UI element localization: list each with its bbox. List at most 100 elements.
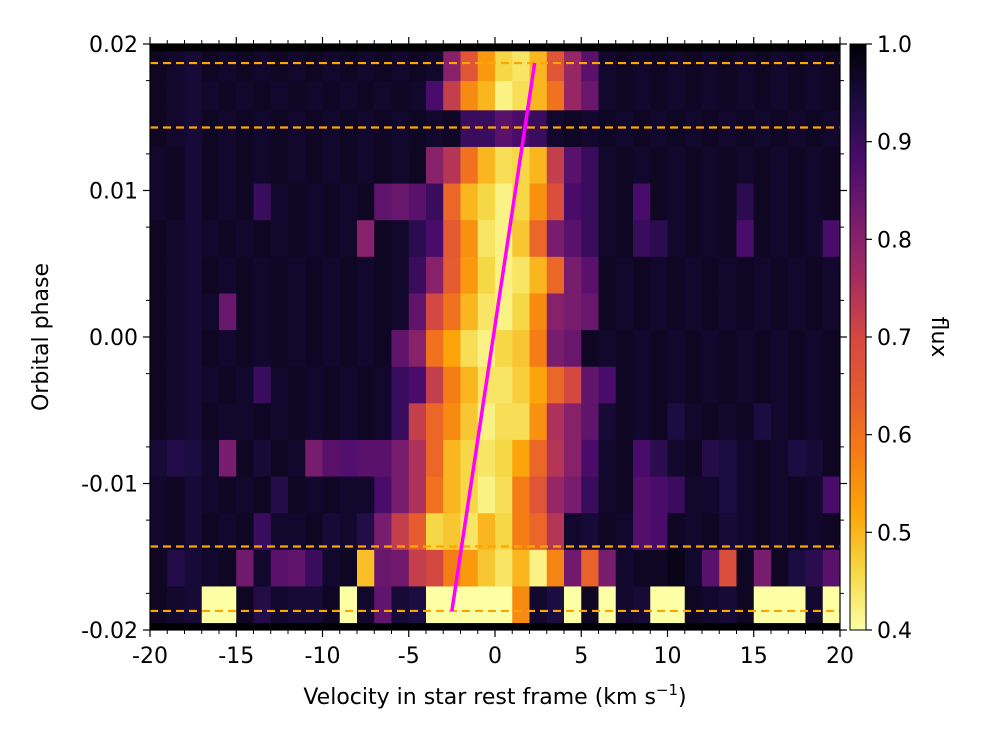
heatmap-cell <box>426 439 444 477</box>
heatmap-cell <box>598 293 617 331</box>
heatmap-cell <box>288 366 306 404</box>
heatmap-cell <box>270 476 289 514</box>
heatmap-cell <box>736 329 755 367</box>
heatmap-cell <box>167 219 185 257</box>
heatmap-cell <box>667 439 686 477</box>
heatmap-cell <box>564 586 582 624</box>
heatmap-cell <box>253 293 272 331</box>
heatmap-cell <box>615 549 634 587</box>
heatmap-cell <box>391 512 410 550</box>
heatmap-cell <box>150 329 168 367</box>
heatmap-cell <box>391 329 410 367</box>
heatmap-cell <box>408 586 427 624</box>
colorbar-tick-label: 0.6 <box>877 424 912 449</box>
heatmap-cell <box>753 586 772 624</box>
heatmap-cell <box>615 219 634 257</box>
heatmap-cell <box>788 293 806 331</box>
heatmap-cell <box>357 549 375 587</box>
colorbar <box>849 43 867 631</box>
heatmap-cell <box>581 219 599 257</box>
heatmap-cell <box>305 329 323 367</box>
heatmap-cell <box>667 586 686 624</box>
heatmap-cell <box>477 256 496 294</box>
y-tick-label: -0.01 <box>81 473 138 498</box>
heatmap-cell <box>581 256 599 294</box>
heatmap-cell <box>805 476 824 514</box>
heatmap-cell <box>822 439 840 477</box>
heatmap-cell <box>615 256 634 294</box>
heatmap-cell <box>305 183 323 221</box>
heatmap-cell <box>598 476 617 514</box>
heatmap-cell <box>288 256 306 294</box>
heatmap-cell <box>426 109 444 147</box>
heatmap-cell <box>339 256 358 294</box>
heatmap-cell <box>236 329 254 367</box>
heatmap-cell <box>374 80 392 111</box>
heatmap-cell <box>702 476 720 514</box>
heatmap-cell <box>564 439 582 477</box>
heatmap-cell <box>339 146 358 184</box>
heatmap-cell <box>184 329 203 367</box>
heatmap-cell <box>270 109 289 147</box>
heatmap-cell <box>339 439 358 477</box>
heatmap-cell <box>805 80 824 111</box>
heatmap-cell <box>443 51 461 82</box>
heatmap-cell <box>529 586 548 624</box>
heatmap-cell <box>684 366 703 404</box>
heatmap-cell <box>788 183 806 221</box>
heatmap-cell <box>719 219 737 257</box>
heatmap-cell <box>546 512 565 550</box>
heatmap-cell <box>702 80 720 111</box>
heatmap-cell <box>822 512 840 550</box>
heatmap-cell <box>270 329 289 367</box>
heatmap-cell <box>684 109 703 147</box>
heatmap-cell <box>270 256 289 294</box>
colorbar-ticks: 0.4 0.5 0.6 0.7 0.8 0.9 1.0 <box>866 33 912 644</box>
heatmap-cell <box>633 51 651 82</box>
heatmap-cell <box>201 183 220 221</box>
heatmap-cell <box>667 51 686 82</box>
heatmap-cell <box>667 80 686 111</box>
x-tick-label: 5 <box>574 644 588 669</box>
heatmap-cell <box>495 402 513 440</box>
heatmap-cell <box>650 329 668 367</box>
heatmap-cell <box>667 256 686 294</box>
heatmap-cell <box>167 402 185 440</box>
heatmap-cell <box>236 80 254 111</box>
heatmap-cell <box>357 512 375 550</box>
heatmap-cell <box>357 329 375 367</box>
heatmap-cell <box>736 51 755 82</box>
heatmap-cell <box>322 51 341 82</box>
heatmap-cell <box>408 366 427 404</box>
heatmap-cell <box>719 51 737 82</box>
heatmap-cell <box>253 256 272 294</box>
heatmap-cell <box>460 329 479 367</box>
heatmap-cell <box>167 549 185 587</box>
heatmap-cell <box>201 293 220 331</box>
heatmap-cell <box>615 51 634 82</box>
heatmap-cell <box>374 549 392 587</box>
heatmap-cell <box>236 476 254 514</box>
heatmap-cell <box>633 549 651 587</box>
heatmap-cell <box>788 329 806 367</box>
heatmap-cell <box>512 586 530 624</box>
heatmap-cell <box>495 51 513 82</box>
heatmap-cell <box>288 402 306 440</box>
heatmap-cell <box>167 293 185 331</box>
heatmap-cell <box>184 549 203 587</box>
heatmap-cell <box>443 512 461 550</box>
heatmap-cell <box>581 366 599 404</box>
heatmap-cell <box>546 51 565 82</box>
heatmap-cell <box>460 80 479 111</box>
heatmap-cell <box>736 183 755 221</box>
heatmap-cell <box>736 80 755 111</box>
heatmap-cell <box>771 549 789 587</box>
heatmap-cell <box>460 51 479 82</box>
heatmap-cell <box>391 146 410 184</box>
heatmap-cell <box>339 586 358 624</box>
heatmap-cell <box>753 293 772 331</box>
heatmap-cell <box>150 51 168 82</box>
heatmap-cell <box>322 512 341 550</box>
heatmap-cell <box>477 146 496 184</box>
heatmap-cell <box>719 293 737 331</box>
